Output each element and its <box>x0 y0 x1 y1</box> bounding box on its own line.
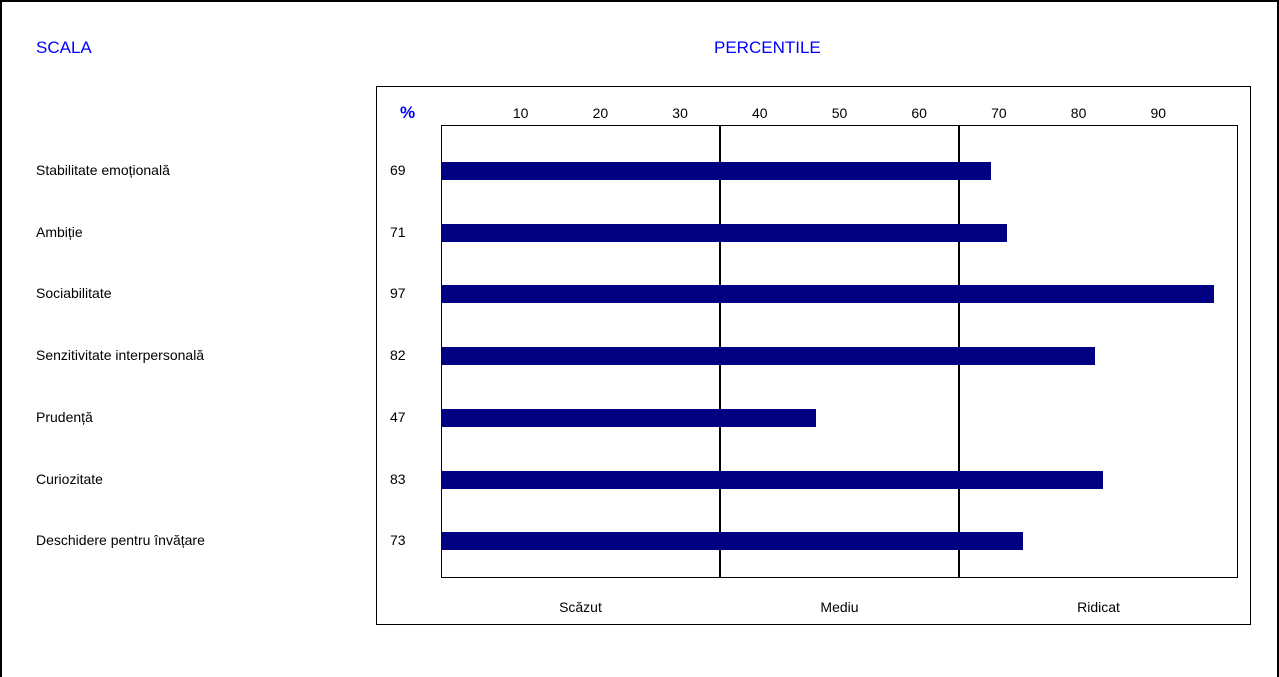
scale-label: Prudență <box>36 408 93 425</box>
band-label: Ridicat <box>1077 599 1120 615</box>
x-tick-label: 50 <box>831 105 848 121</box>
scale-label: Deschidere pentru învățare <box>36 532 205 549</box>
percentile-bar <box>441 347 1095 366</box>
percentile-bar <box>441 408 816 427</box>
scale-label: Sociabilitate <box>36 285 112 302</box>
x-tick-label: 30 <box>672 105 688 121</box>
scale-label: Curiozitate <box>36 470 103 487</box>
score-value: 73 <box>390 532 406 549</box>
score-value: 71 <box>390 223 406 240</box>
scale-label: Senzitivitate interpersonală <box>36 347 205 364</box>
score-value: 82 <box>390 347 406 364</box>
x-tick-label: 70 <box>991 105 1007 121</box>
score-value: 83 <box>390 470 406 487</box>
scale-label: Ambiție <box>36 223 83 240</box>
band-label: Scăzut <box>559 599 602 615</box>
x-tick-label: 90 <box>1150 105 1167 121</box>
score-value: 47 <box>390 408 406 425</box>
chart-frame <box>376 86 1251 625</box>
percentile-bar <box>441 162 991 180</box>
x-tick-label: 20 <box>592 105 609 121</box>
percentile-bar <box>441 285 1215 304</box>
x-tick-label: 10 <box>512 105 529 121</box>
x-tick-label: 40 <box>752 105 768 121</box>
percentile-bar <box>441 223 1007 242</box>
percentile-bar <box>441 532 1023 551</box>
score-value: 97 <box>390 285 406 302</box>
x-tick-label: 60 <box>911 105 927 121</box>
scale-column-title: SCALA <box>36 38 92 57</box>
scale-label: Stabilitate emoțională <box>36 162 170 178</box>
score-value: 69 <box>390 162 406 178</box>
x-tick-label: 80 <box>1070 105 1087 121</box>
band-label: Mediu <box>820 599 859 615</box>
percentile-title: PERCENTILE <box>714 38 821 57</box>
percentile-bar <box>441 470 1103 489</box>
percent-symbol-label: % <box>400 103 416 122</box>
